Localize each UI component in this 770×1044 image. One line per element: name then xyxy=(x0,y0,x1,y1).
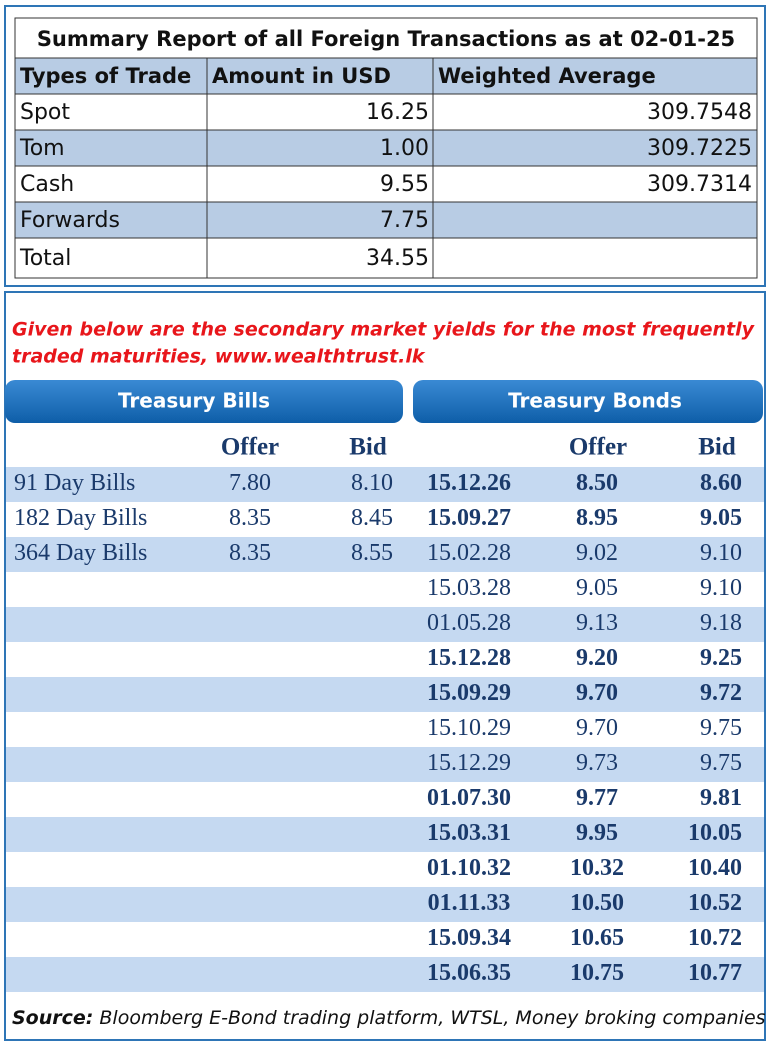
summary-cell: Cash xyxy=(20,172,74,197)
bill-offer: 8.35 xyxy=(229,505,271,531)
bond-maturity: 15.12.26 xyxy=(427,470,511,496)
bond-bid: 9.75 xyxy=(700,715,742,741)
bond-offer: 9.95 xyxy=(576,820,618,846)
bond-bid: 8.60 xyxy=(700,470,742,496)
bond-bid: 9.72 xyxy=(700,680,742,706)
summary-cell: 309.7314 xyxy=(647,172,752,197)
bond-bid: 10.05 xyxy=(688,820,742,846)
bond-offer: 10.75 xyxy=(570,960,624,986)
bill-name: 91 Day Bills xyxy=(14,470,135,496)
row-bg xyxy=(6,817,764,852)
bond-offer: 9.20 xyxy=(576,645,618,671)
bond-offer: 9.77 xyxy=(576,785,618,811)
summary-cell: 309.7548 xyxy=(647,100,752,125)
bond-maturity: 01.07.30 xyxy=(427,785,511,811)
bond-maturity: 01.11.33 xyxy=(428,890,511,916)
bond-maturity: 15.12.29 xyxy=(427,750,511,776)
summary-title: Summary Report of all Foreign Transactio… xyxy=(37,27,735,51)
bond-maturity: 01.10.32 xyxy=(427,855,511,881)
bill-offer: 7.80 xyxy=(229,470,271,496)
summary-cell: Total xyxy=(19,246,71,271)
summary-cell: Spot xyxy=(20,100,70,125)
row-bg xyxy=(15,130,757,166)
row-bg xyxy=(6,957,764,992)
bond-bid: 10.77 xyxy=(688,960,742,986)
bond-offer: 10.50 xyxy=(570,890,624,916)
bond-maturity: 15.03.31 xyxy=(427,820,511,846)
source: Source: Bloomberg E-Bond trading platform… xyxy=(12,1007,766,1029)
summary-header: Weighted Average xyxy=(438,64,656,88)
summary-header: Types of Trade xyxy=(20,64,191,88)
bond-bid: 9.10 xyxy=(700,575,742,601)
bond-bid: 10.40 xyxy=(688,855,742,881)
bond-offer: 10.32 xyxy=(570,855,624,881)
bond-bid: 9.25 xyxy=(700,645,742,671)
summary-cell: 16.25 xyxy=(366,100,429,125)
row-bg xyxy=(6,467,764,502)
bonds-title: Treasury Bonds xyxy=(508,389,682,413)
bond-maturity: 15.03.28 xyxy=(427,575,511,601)
bond-offer: 9.73 xyxy=(576,750,618,776)
row-bg xyxy=(6,887,764,922)
bond-bid: 9.81 xyxy=(700,785,742,811)
bond-offer: 9.13 xyxy=(576,610,618,636)
bond-maturity: 15.02.28 xyxy=(427,540,511,566)
summary-grid xyxy=(15,57,757,278)
bill-offer: 8.35 xyxy=(229,540,271,566)
row-bg xyxy=(6,677,764,712)
bill-name: 182 Day Bills xyxy=(14,505,147,531)
bill-bid: 8.45 xyxy=(351,505,393,531)
row-bg xyxy=(6,747,764,782)
summary-cell: 7.75 xyxy=(380,208,429,233)
bills-title: Treasury Bills xyxy=(118,389,270,413)
bond-offer: 8.95 xyxy=(576,505,618,531)
bond-maturity: 01.05.28 xyxy=(427,610,511,636)
note-line: Given below are the secondary market yie… xyxy=(12,319,756,341)
summary-cell: 9.55 xyxy=(380,172,429,197)
bonds-header-pill xyxy=(413,380,763,423)
yield-rows: 91 Day Bills 7.80 8.10 182 Day Bills 8.35 8.4… xyxy=(6,467,764,992)
column-header: Offer xyxy=(569,434,627,461)
bond-offer: 9.02 xyxy=(576,540,618,566)
column-header: Bid xyxy=(349,434,387,461)
bond-bid: 9.75 xyxy=(700,750,742,776)
note-line: traded maturities, www.wealthtrust.lk xyxy=(12,346,426,368)
bond-offer: 9.05 xyxy=(576,575,618,601)
bills-header-pill xyxy=(5,380,403,423)
column-header: Offer xyxy=(221,434,279,461)
bond-offer: 9.70 xyxy=(576,680,618,706)
bond-bid: 9.10 xyxy=(700,540,742,566)
summary-header-bg xyxy=(15,58,757,94)
bond-maturity: 15.09.34 xyxy=(427,925,511,951)
summary-header: Amount in USD xyxy=(212,64,391,88)
summary-cell: Tom xyxy=(19,136,65,161)
source-label: Source: xyxy=(12,1007,93,1029)
column-header: Bid xyxy=(698,434,736,461)
bond-offer: 8.50 xyxy=(576,470,618,496)
bond-offer: 9.70 xyxy=(576,715,618,741)
bill-bid: 8.10 xyxy=(351,470,393,496)
bill-bid: 8.55 xyxy=(351,540,393,566)
summary-cell: Forwards xyxy=(20,208,120,233)
bond-bid: 9.05 xyxy=(700,505,742,531)
bond-maturity: 15.06.35 xyxy=(427,960,511,986)
bond-maturity: 15.09.27 xyxy=(427,505,511,531)
bill-name: 364 Day Bills xyxy=(14,540,147,566)
row-bg xyxy=(6,537,764,572)
bond-offer: 10.65 xyxy=(570,925,624,951)
bond-bid: 10.72 xyxy=(688,925,742,951)
summary-cell: 1.00 xyxy=(380,136,429,161)
bond-maturity: 15.10.29 xyxy=(427,715,511,741)
bond-maturity: 15.12.28 xyxy=(427,645,511,671)
source-text: Bloomberg E-Bond trading platform, WTSL,… xyxy=(99,1007,765,1029)
bond-bid: 9.18 xyxy=(700,610,742,636)
bond-bid: 10.52 xyxy=(688,890,742,916)
summary-border xyxy=(14,17,758,279)
summary-cell: 309.7225 xyxy=(647,136,752,161)
summary-cell: 34.55 xyxy=(366,246,429,271)
bond-maturity: 15.09.29 xyxy=(427,680,511,706)
row-bg xyxy=(6,607,764,642)
row-bg xyxy=(15,202,757,238)
